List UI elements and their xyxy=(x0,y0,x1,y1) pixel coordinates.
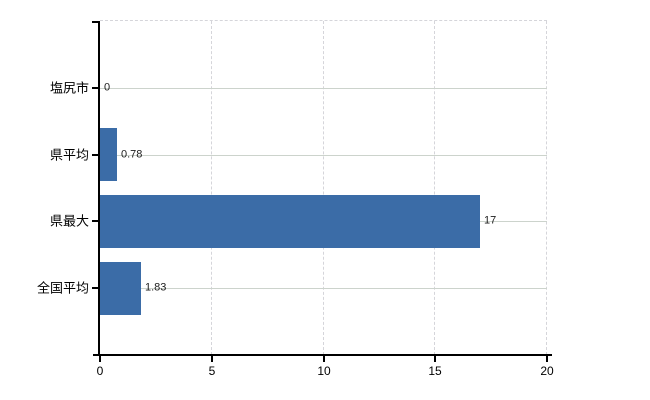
x-tick-label: 10 xyxy=(317,364,331,378)
v-gridline xyxy=(210,21,212,355)
x-tick-label: 15 xyxy=(428,364,442,378)
y-axis-tick xyxy=(92,287,100,289)
x-tick-label: 5 xyxy=(208,364,216,378)
x-axis-tick xyxy=(434,356,436,362)
x-axis-tick xyxy=(546,356,548,362)
y-axis-tick xyxy=(92,154,100,156)
y-axis xyxy=(98,21,100,355)
v-gridline xyxy=(322,21,324,355)
x-axis-tick xyxy=(323,356,325,362)
v-gridline xyxy=(434,21,436,355)
bar-value-label: 17 xyxy=(484,214,497,227)
bar-value-label: 0 xyxy=(104,81,111,94)
bar xyxy=(100,195,480,248)
category-label: 県平均 xyxy=(49,147,89,163)
x-axis-tick xyxy=(99,356,101,362)
x-tick-label: 20 xyxy=(540,364,554,378)
y-axis-tick xyxy=(92,87,100,89)
bar-value-label: 1.83 xyxy=(145,281,167,294)
bar xyxy=(100,262,141,315)
bar xyxy=(100,128,117,181)
category-label: 塩尻市 xyxy=(49,80,89,96)
h-gridline xyxy=(100,155,547,156)
y-axis-tick xyxy=(92,220,100,222)
v-gridline xyxy=(546,21,547,355)
y-axis-tick xyxy=(92,21,100,23)
x-axis xyxy=(93,354,552,356)
h-gridline xyxy=(100,288,547,289)
plot-top-border xyxy=(100,20,547,21)
h-gridline xyxy=(100,88,547,89)
bar-value-label: 0.78 xyxy=(121,148,143,161)
x-axis-tick xyxy=(211,356,213,362)
x-tick-label: 0 xyxy=(96,364,104,378)
category-label: 全国平均 xyxy=(36,280,89,296)
category-label: 県最大 xyxy=(49,213,89,229)
